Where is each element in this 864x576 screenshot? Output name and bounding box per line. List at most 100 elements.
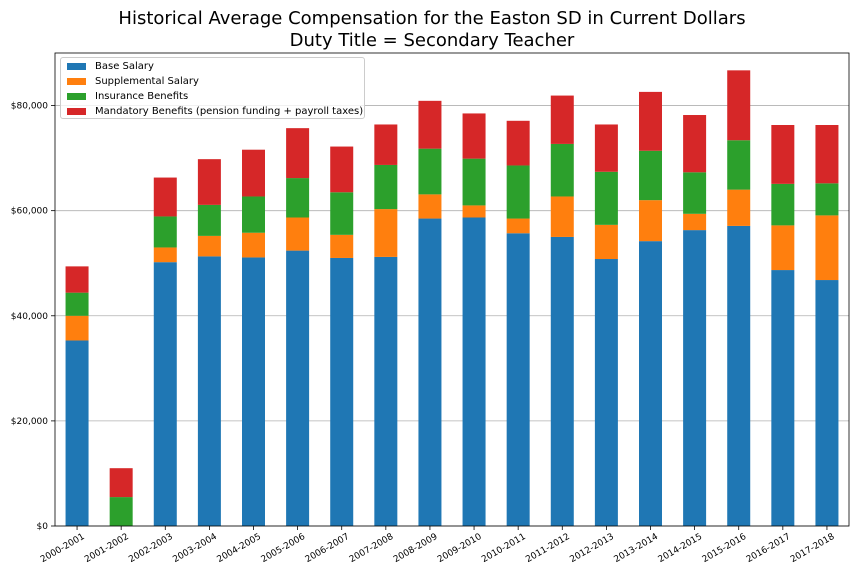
bar-segment-mandatory xyxy=(330,146,354,193)
bar-segment-base xyxy=(815,280,839,526)
bar-segment-supplemental xyxy=(286,217,310,251)
bar-segment-supplemental xyxy=(65,315,89,341)
bar-segment-insurance xyxy=(374,164,398,210)
bar-segment-insurance xyxy=(65,292,89,316)
bar-segment-mandatory xyxy=(815,125,839,184)
x-tick-label: 2007-2008 xyxy=(348,532,396,565)
legend-item-base-salary: Base Salary xyxy=(67,59,154,73)
bar-segment-insurance xyxy=(727,140,751,190)
bar-segment-mandatory xyxy=(418,100,442,149)
bar-segment-base xyxy=(418,218,442,527)
bar-segment-insurance xyxy=(109,497,133,526)
bar-segment-insurance xyxy=(771,183,795,226)
bar-segment-mandatory xyxy=(286,128,310,179)
x-tick-label: 2001-2002 xyxy=(83,532,130,565)
bar-segment-supplemental xyxy=(242,232,265,258)
plot-frame xyxy=(54,52,850,527)
bar-segment-base xyxy=(286,250,310,526)
bar-segment-supplemental xyxy=(727,189,751,226)
bar-segment-insurance xyxy=(153,216,177,248)
bar-segment-supplemental xyxy=(815,215,839,281)
bar-segment-insurance xyxy=(418,148,442,195)
bar-segment-supplemental xyxy=(153,247,177,263)
bar-segment-base xyxy=(374,256,398,526)
bar-segment-base xyxy=(727,225,751,526)
y-tick-label: $60,000 xyxy=(11,207,48,217)
legend-label-supplemental-salary: Supplemental Salary xyxy=(95,75,199,87)
bar-segment-mandatory xyxy=(153,177,177,217)
x-tick-label: 2013-2014 xyxy=(613,532,661,565)
bar-segment-insurance xyxy=(506,165,530,219)
x-tick-label: 2011-2012 xyxy=(524,532,571,565)
legend-item-supplemental-salary: Supplemental Salary xyxy=(67,74,199,88)
x-tick-label: 2000-2001 xyxy=(39,532,86,565)
y-tick-label: $40,000 xyxy=(11,312,48,322)
bar-segment-insurance xyxy=(683,172,707,214)
x-tick-label: 2009-2010 xyxy=(436,532,484,565)
legend-item-insurance-benefits: Insurance Benefits xyxy=(67,89,188,103)
x-tick-label: 2010-2011 xyxy=(480,532,527,565)
bar-segment-supplemental xyxy=(594,224,618,260)
legend-item-mandatory-benefits: Mandatory Benefits (pension funding + pa… xyxy=(67,104,363,118)
bar-segment-insurance xyxy=(594,171,618,225)
bar-segment-supplemental xyxy=(683,213,707,231)
bar-segment-mandatory xyxy=(65,266,89,293)
bar-segment-insurance xyxy=(462,158,486,206)
bar-segment-mandatory xyxy=(374,124,398,165)
bar-segment-supplemental xyxy=(197,235,221,257)
bar-segment-supplemental xyxy=(418,194,442,219)
x-tick-label: 2002-2003 xyxy=(127,532,174,565)
bar-segment-mandatory xyxy=(727,70,751,141)
bar-segment-base xyxy=(65,340,89,526)
bar-segment-insurance xyxy=(815,183,839,216)
bar-segment-supplemental xyxy=(374,209,398,257)
legend-label-base-salary: Base Salary xyxy=(95,60,154,72)
bar-segment-base xyxy=(771,270,795,526)
x-tick-label: 2004-2005 xyxy=(216,532,263,565)
x-tick-label: 2003-2004 xyxy=(171,532,219,565)
y-tick-label: $80,000 xyxy=(11,102,48,112)
bar-segment-base xyxy=(197,256,221,526)
legend-swatch-base-salary xyxy=(67,62,86,70)
bar-segment-mandatory xyxy=(639,91,662,151)
legend-swatch-supplemental-salary xyxy=(67,77,86,85)
chart-subtitle: Duty Title = Secondary Teacher xyxy=(289,30,575,51)
bar-segment-supplemental xyxy=(639,200,662,242)
x-tick-label: 2008-2009 xyxy=(392,532,440,565)
bar-segment-insurance xyxy=(639,150,662,201)
bar-segment-mandatory xyxy=(683,115,707,173)
y-tick-label: $0 xyxy=(37,522,49,532)
bar-segment-base xyxy=(330,257,354,526)
bar-segment-supplemental xyxy=(550,196,574,237)
bar-segment-insurance xyxy=(197,204,221,236)
bar-segment-mandatory xyxy=(197,159,221,205)
bar-segment-base xyxy=(550,236,574,526)
legend-label-mandatory-benefits: Mandatory Benefits (pension funding + pa… xyxy=(95,105,364,117)
bar-segment-supplemental xyxy=(506,218,530,234)
x-tick-label: 2005-2006 xyxy=(260,532,308,565)
x-tick-label: 2017-2018 xyxy=(789,532,837,565)
bar-segment-insurance xyxy=(242,196,265,233)
bar-segment-base xyxy=(594,259,618,526)
bar-segment-mandatory xyxy=(462,113,486,159)
legend-label-insurance-benefits: Insurance Benefits xyxy=(95,90,189,102)
legend-swatch-mandatory-benefits xyxy=(67,107,86,115)
bar-segment-supplemental xyxy=(462,205,486,218)
bar-segment-supplemental xyxy=(330,234,354,258)
bar-segment-base xyxy=(639,241,662,526)
bar-segment-insurance xyxy=(550,143,574,197)
bar-segment-mandatory xyxy=(109,468,133,498)
y-tick-label: $20,000 xyxy=(11,417,48,427)
bar-segment-base xyxy=(683,230,707,526)
bar-segment-base xyxy=(462,217,486,526)
x-tick-label: 2015-2016 xyxy=(701,532,749,565)
bar-segment-mandatory xyxy=(506,120,530,166)
bar-segment-insurance xyxy=(330,192,354,235)
bar-segment-base xyxy=(242,257,265,526)
x-tick-label: 2006-2007 xyxy=(304,532,351,565)
bar-segment-mandatory xyxy=(594,124,618,172)
legend: Base Salary Supplemental Salary Insuranc… xyxy=(60,57,365,119)
bar-segment-mandatory xyxy=(242,149,265,197)
legend-swatch-insurance-benefits xyxy=(67,92,86,100)
